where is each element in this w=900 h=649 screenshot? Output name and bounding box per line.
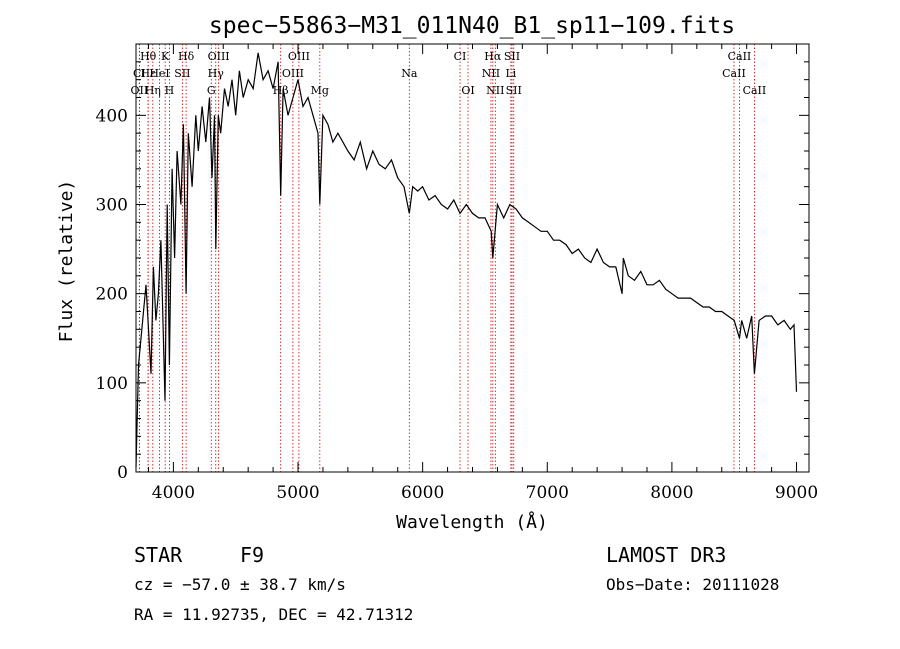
line-label: Mg [311,84,329,97]
line-label: NII [482,67,500,80]
line-label: OI [461,84,474,97]
object-subclass: F9 [240,543,264,567]
line-label: CaII [728,50,752,63]
y-tick-label: 0 [117,463,128,483]
spectrum-line [135,52,798,468]
object-class: STAR [134,543,183,567]
x-tick-label: 8000 [650,483,693,503]
line-label: K [161,50,170,63]
line-label: Hβ [273,84,289,97]
x-tick-label: 5000 [276,483,319,503]
line-label: SII [504,50,520,63]
survey-name: LAMOST DR3 [606,543,726,567]
line-label: CI [454,50,467,63]
redshift-cz: cz = −57.0 ± 38.7 km/s [134,575,346,594]
line-label: G [207,84,216,97]
line-label: OII [131,84,149,97]
line-label: SII [506,84,522,97]
line-markers [138,44,755,472]
line-label: HeI [149,67,169,80]
line-label: CaII [722,67,746,80]
axes: 4000 5000 6000 7000 8000 9000 0 100 200 300 400 [96,44,818,503]
obs-date: Obs−Date: 20111028 [606,575,779,594]
y-tick-label: 400 [96,106,128,126]
line-label: Hα [484,50,502,63]
x-tick-label: 7000 [526,483,569,503]
x-tick-label: 4000 [152,483,195,503]
x-axis-label: Wavelength (Å) [396,511,548,533]
x-tick-label: 6000 [401,483,444,503]
line-label: Hγ [208,67,225,80]
chart-title: spec−55863−M31_011N40_B1_sp11−109.fits [209,13,735,39]
line-label: Na [401,67,418,80]
line-label: OIII [288,50,310,63]
line-label: OIII [282,67,304,80]
y-tick-label: 200 [96,285,128,305]
line-label: CaII [743,84,767,97]
ra-dec: RA = 11.92735, DEC = 42.71312 [134,605,413,624]
line-label: Hη [145,84,161,97]
plot-frame [135,43,810,473]
y-axis-label: Flux (relative) [56,180,77,343]
y-tick-label: 300 [96,196,128,216]
line-label: Hθ [140,50,157,63]
line-label: OIII [208,50,230,63]
line-label: Li [505,67,516,80]
line-label: Hε [140,67,156,80]
line-label: H [165,84,175,97]
line-label: NII [486,84,504,97]
line-label: SII [174,67,190,80]
y-tick-label: 100 [96,374,128,394]
line-label: Hδ [178,50,195,63]
x-tick-label: 9000 [775,483,818,503]
